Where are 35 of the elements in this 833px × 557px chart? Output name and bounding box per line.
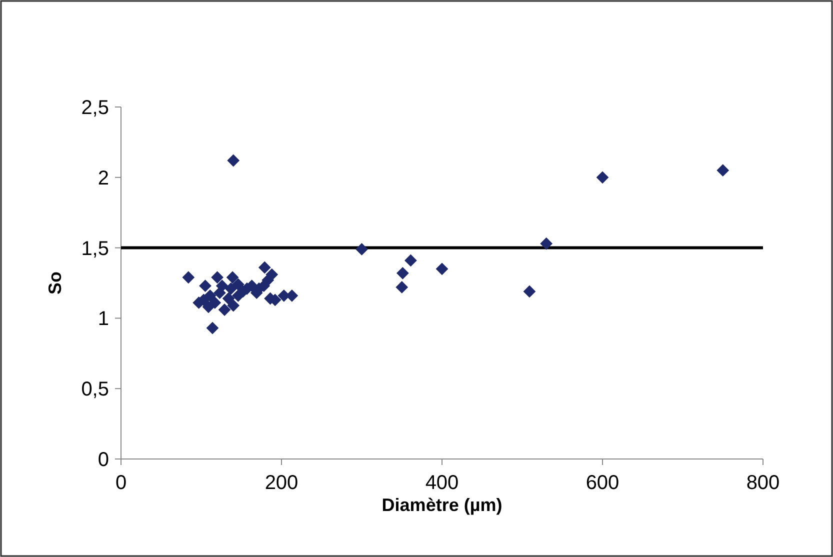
- y-tick-label: 0,5: [81, 378, 109, 401]
- x-tick-label: 200: [264, 472, 298, 494]
- point: [523, 285, 536, 298]
- point: [199, 280, 212, 292]
- point: [222, 292, 235, 305]
- x-tick-label: 600: [586, 472, 620, 494]
- point: [206, 322, 219, 334]
- point: [716, 164, 730, 177]
- y-tick-label: 1: [98, 308, 109, 330]
- point: [396, 266, 409, 280]
- point: [218, 304, 231, 316]
- point: [404, 254, 417, 267]
- point: [596, 171, 609, 184]
- point: [182, 271, 195, 284]
- point: [436, 262, 448, 276]
- point: [356, 243, 368, 256]
- y-tick-label: 1,5: [81, 238, 109, 260]
- point: [227, 299, 240, 312]
- x-axis-title: Diamètre (µm): [382, 495, 502, 515]
- point: [258, 261, 271, 274]
- y-tick-label: 2: [98, 167, 109, 190]
- y-tick-label: 0: [98, 449, 109, 471]
- x-tick-label: 800: [746, 472, 780, 494]
- point: [211, 271, 224, 284]
- point: [262, 274, 274, 286]
- y-axis-title: So: [45, 271, 65, 295]
- y-tick-label: 2,5: [81, 97, 109, 119]
- point: [224, 282, 238, 295]
- point: [396, 281, 408, 294]
- x-tick-label: 0: [115, 472, 127, 494]
- point: [227, 154, 240, 167]
- x-tick-label: 400: [425, 472, 459, 494]
- point: [226, 271, 239, 284]
- point: [540, 237, 553, 250]
- point: [208, 296, 222, 309]
